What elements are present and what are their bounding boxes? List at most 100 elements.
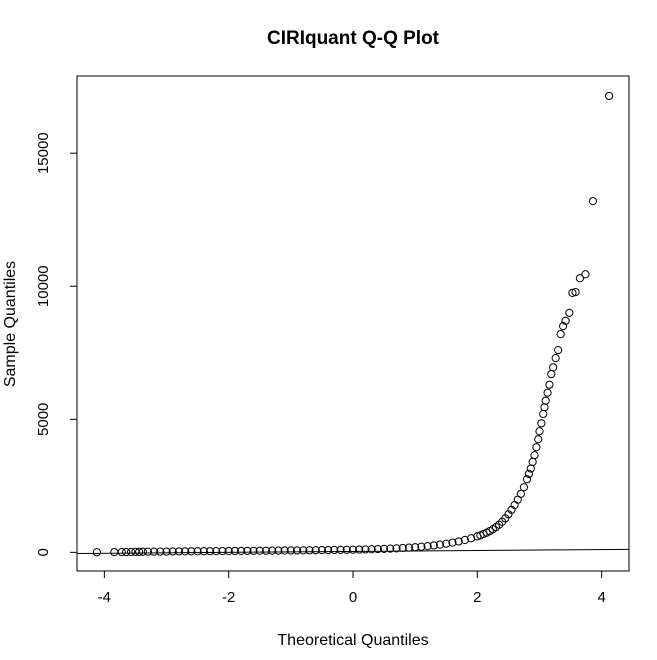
data-point (540, 403, 549, 412)
plot-frame (76, 75, 630, 572)
data-point (280, 546, 289, 555)
data-point (386, 544, 395, 553)
data-point (398, 543, 407, 553)
data-point (417, 542, 426, 551)
data-point (411, 543, 420, 552)
data-point (355, 545, 364, 554)
y-tick-label: 10000 (35, 265, 52, 307)
data-point (535, 427, 544, 436)
data-point (342, 545, 351, 554)
data-point (143, 547, 152, 556)
x-axis: -4 -2 0 2 4 (98, 571, 606, 606)
y-tick-label: 5000 (35, 403, 52, 436)
data-point (516, 489, 525, 498)
data-point (519, 483, 529, 492)
data-point (373, 544, 382, 554)
data-point (149, 547, 159, 556)
data-point (460, 535, 469, 545)
data-point (561, 316, 570, 325)
x-tick-label: -4 (98, 589, 111, 606)
data-point (156, 547, 165, 556)
data-point (193, 547, 202, 556)
y-axis: 0 5000 10000 15000 (35, 132, 77, 557)
data-point (532, 443, 541, 452)
x-tick-label: 4 (597, 589, 605, 606)
data-point (551, 353, 560, 363)
data-point (367, 545, 376, 554)
data-point (581, 270, 590, 279)
data-point (379, 544, 389, 553)
data-point (435, 540, 445, 549)
data-point (237, 546, 246, 556)
data-point (274, 546, 283, 555)
data-point (117, 548, 126, 557)
data-point (261, 546, 271, 555)
data-point (588, 196, 598, 206)
data-point (255, 546, 264, 555)
chart-title: CIRIquant Q-Q Plot (267, 28, 440, 49)
data-point (162, 547, 171, 556)
x-axis-label: Theoretical Quantiles (277, 632, 428, 649)
data-point (311, 546, 320, 555)
data-point (429, 541, 438, 550)
data-point (543, 388, 552, 397)
data-point (565, 308, 574, 317)
data-point (174, 547, 184, 556)
data-point (336, 545, 345, 554)
data-point (539, 409, 548, 419)
data-point (92, 548, 101, 557)
y-tick-label: 0 (35, 548, 52, 556)
data-point (454, 537, 463, 546)
data-points (92, 91, 614, 557)
data-point (549, 363, 558, 372)
data-point (212, 547, 221, 556)
data-point (138, 547, 147, 556)
data-point (423, 542, 432, 551)
x-tick-label: 2 (473, 589, 481, 606)
data-point (249, 546, 258, 555)
data-point (218, 546, 227, 556)
data-point (292, 546, 302, 555)
data-point (554, 346, 563, 355)
data-point (299, 546, 308, 555)
data-point (324, 545, 333, 555)
data-point (199, 547, 208, 556)
data-point (126, 547, 136, 557)
data-point (556, 330, 565, 339)
x-tick-label: 0 (349, 589, 357, 606)
data-point (187, 547, 196, 556)
data-point (330, 545, 339, 555)
data-point (522, 475, 532, 484)
data-point (181, 547, 190, 556)
data-point (286, 546, 295, 555)
x-tick-label: -2 (222, 589, 235, 606)
data-point (110, 548, 119, 557)
data-point (541, 396, 550, 405)
data-point (448, 538, 457, 547)
data-point (224, 546, 233, 556)
data-point (528, 457, 537, 466)
data-point (568, 288, 577, 297)
data-point (571, 287, 580, 297)
data-point (537, 419, 546, 428)
data-point (545, 380, 554, 389)
data-point (534, 435, 543, 444)
data-point (547, 369, 556, 379)
data-point (392, 544, 401, 553)
data-point (205, 547, 215, 556)
data-point (361, 545, 370, 554)
data-point (168, 547, 177, 556)
data-point (305, 546, 314, 555)
y-axis-label: Sample Quantiles (2, 261, 19, 387)
data-point (442, 539, 451, 548)
data-point (467, 534, 476, 543)
data-point (530, 451, 539, 460)
data-point (348, 545, 358, 554)
data-point (575, 274, 584, 283)
data-point (243, 546, 252, 555)
data-point (559, 322, 568, 331)
data-point (317, 546, 327, 555)
data-point (404, 543, 414, 552)
data-point (230, 546, 239, 556)
